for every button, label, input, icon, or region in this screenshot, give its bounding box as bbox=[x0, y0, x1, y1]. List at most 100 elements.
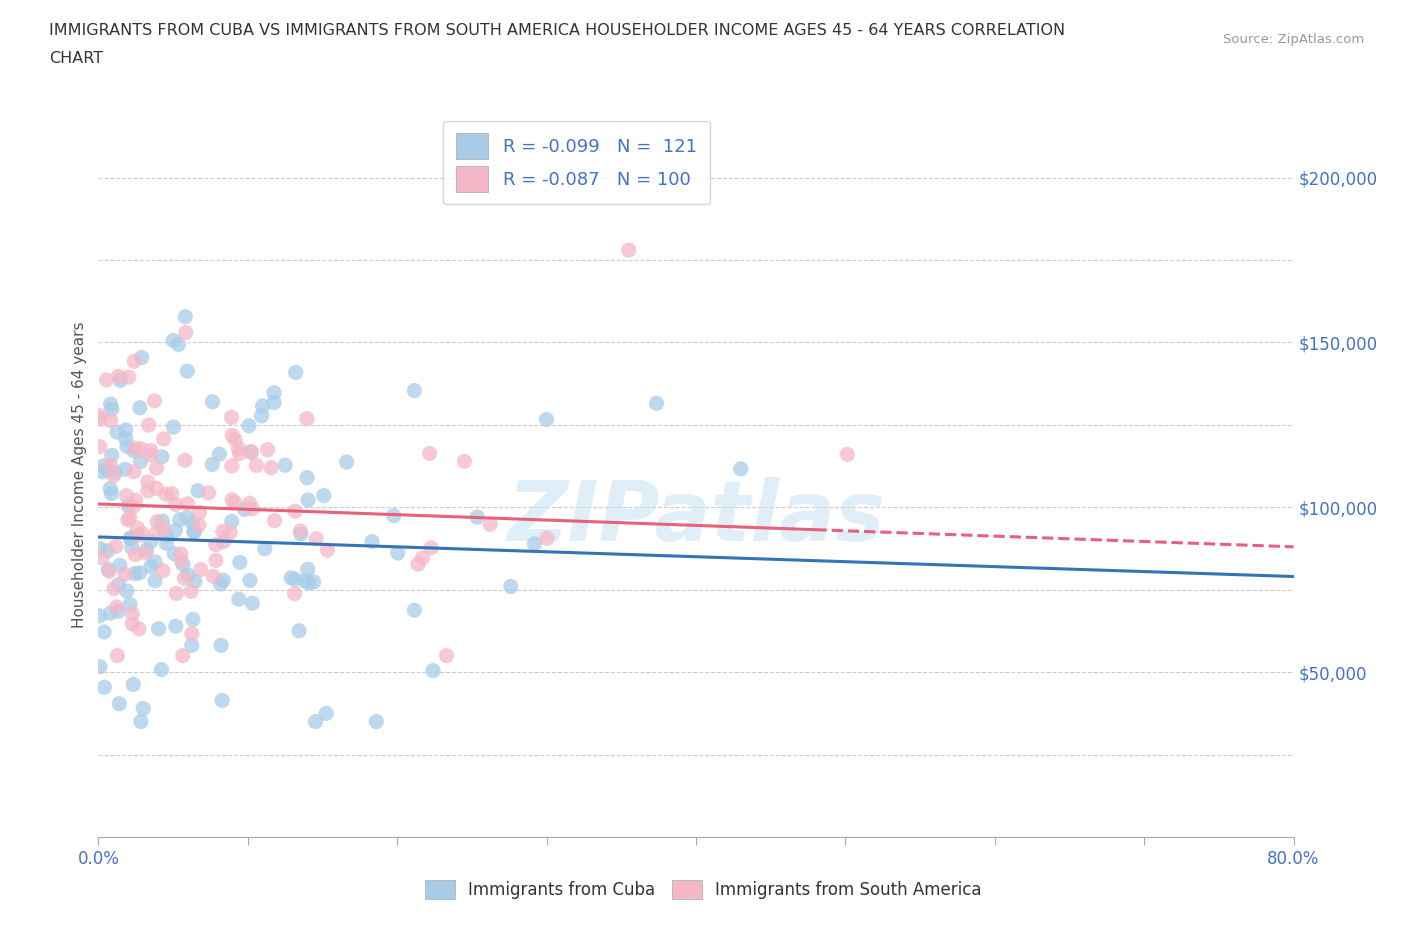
Point bbox=[104, 465, 127, 480]
Point bbox=[465, 510, 488, 525]
Point bbox=[165, 586, 187, 601]
Point bbox=[188, 505, 211, 520]
Point bbox=[89, 541, 111, 556]
Point bbox=[155, 528, 177, 543]
Point bbox=[127, 521, 149, 536]
Point bbox=[366, 714, 388, 729]
Point bbox=[274, 458, 297, 472]
Point bbox=[263, 385, 285, 400]
Point bbox=[107, 604, 129, 618]
Point bbox=[172, 648, 194, 663]
Point bbox=[145, 526, 167, 541]
Point bbox=[139, 443, 162, 458]
Point bbox=[221, 492, 243, 507]
Point bbox=[122, 677, 145, 692]
Point bbox=[184, 574, 207, 589]
Point bbox=[97, 463, 120, 478]
Point bbox=[136, 484, 159, 498]
Point bbox=[107, 577, 129, 591]
Point bbox=[96, 373, 118, 388]
Point bbox=[115, 422, 138, 437]
Point bbox=[406, 557, 429, 572]
Point bbox=[121, 617, 143, 631]
Point bbox=[224, 495, 246, 510]
Point bbox=[190, 562, 212, 577]
Point bbox=[229, 555, 252, 570]
Point bbox=[404, 383, 426, 398]
Point bbox=[103, 581, 125, 596]
Point bbox=[180, 584, 202, 599]
Point bbox=[138, 418, 160, 432]
Point bbox=[93, 625, 115, 640]
Point bbox=[89, 608, 111, 623]
Point bbox=[208, 446, 231, 461]
Point bbox=[436, 648, 458, 663]
Point bbox=[233, 502, 256, 517]
Text: IMMIGRANTS FROM CUBA VS IMMIGRANTS FROM SOUTH AMERICA HOUSEHOLDER INCOME AGES 45: IMMIGRANTS FROM CUBA VS IMMIGRANTS FROM … bbox=[49, 23, 1066, 38]
Point bbox=[152, 432, 174, 446]
Point bbox=[239, 573, 262, 588]
Point bbox=[240, 445, 263, 460]
Point bbox=[172, 557, 194, 572]
Point bbox=[124, 441, 146, 456]
Point bbox=[97, 562, 120, 577]
Point bbox=[162, 333, 184, 348]
Point bbox=[212, 524, 235, 538]
Point bbox=[188, 518, 211, 533]
Point bbox=[290, 526, 312, 541]
Point bbox=[139, 559, 162, 574]
Point bbox=[239, 496, 262, 511]
Point bbox=[153, 522, 176, 537]
Point bbox=[115, 583, 138, 598]
Point bbox=[312, 488, 335, 503]
Point bbox=[114, 462, 136, 477]
Point bbox=[361, 534, 384, 549]
Point bbox=[645, 396, 668, 411]
Point bbox=[212, 534, 235, 549]
Point bbox=[114, 431, 136, 445]
Point bbox=[127, 528, 149, 543]
Point bbox=[91, 464, 114, 479]
Point bbox=[221, 458, 243, 473]
Point bbox=[187, 484, 209, 498]
Point bbox=[118, 370, 141, 385]
Point bbox=[298, 576, 321, 591]
Point bbox=[202, 569, 225, 584]
Point bbox=[93, 458, 115, 473]
Point bbox=[117, 498, 139, 513]
Point bbox=[253, 541, 276, 556]
Legend: R = -0.099   N =  121, R = -0.087   N = 100: R = -0.099 N = 121, R = -0.087 N = 100 bbox=[443, 121, 710, 205]
Point bbox=[536, 531, 558, 546]
Point bbox=[316, 542, 339, 557]
Point bbox=[183, 525, 205, 539]
Point bbox=[211, 693, 233, 708]
Point bbox=[181, 515, 204, 530]
Point bbox=[221, 514, 243, 529]
Point bbox=[284, 365, 307, 379]
Point bbox=[100, 458, 122, 472]
Point bbox=[479, 517, 502, 532]
Point bbox=[152, 514, 174, 529]
Point bbox=[404, 603, 426, 618]
Point bbox=[145, 481, 167, 496]
Point bbox=[129, 442, 152, 457]
Point bbox=[228, 441, 250, 456]
Point bbox=[104, 538, 127, 553]
Point bbox=[284, 572, 307, 587]
Point bbox=[221, 428, 243, 443]
Point bbox=[177, 567, 200, 582]
Text: ZIPatlas: ZIPatlas bbox=[508, 477, 884, 558]
Point bbox=[290, 524, 312, 538]
Point bbox=[730, 461, 752, 476]
Y-axis label: Householder Income Ages 45 - 64 years: Householder Income Ages 45 - 64 years bbox=[72, 321, 87, 628]
Point bbox=[121, 540, 143, 555]
Point bbox=[238, 418, 260, 433]
Point bbox=[165, 497, 187, 512]
Point bbox=[169, 512, 191, 527]
Point bbox=[115, 439, 138, 454]
Point bbox=[209, 577, 232, 591]
Point bbox=[420, 540, 443, 555]
Point bbox=[499, 579, 522, 594]
Legend: Immigrants from Cuba, Immigrants from South America: Immigrants from Cuba, Immigrants from So… bbox=[416, 871, 990, 908]
Point bbox=[280, 570, 302, 585]
